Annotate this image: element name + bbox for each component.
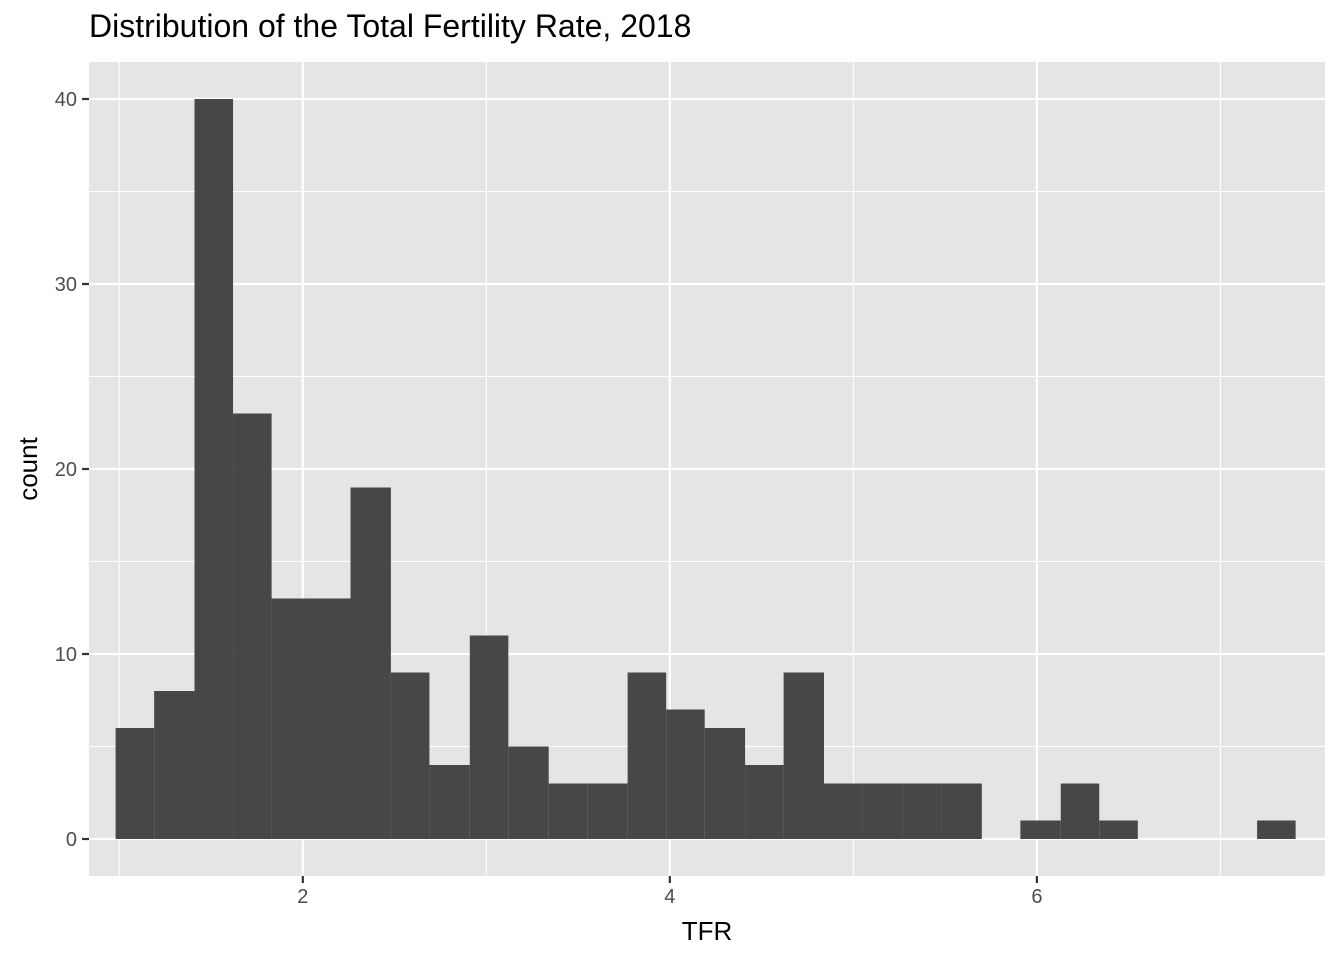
histogram-bar [783, 672, 824, 839]
x-axis-label: TFR [682, 916, 733, 946]
y-tick-label: 40 [55, 89, 77, 111]
histogram-bar [548, 783, 588, 839]
histogram-bar [469, 635, 509, 839]
histogram-bar [1020, 820, 1061, 839]
histogram-bar [704, 728, 746, 839]
x-tick-label: 2 [297, 886, 308, 908]
histogram-bar [627, 672, 667, 839]
histogram-bar [311, 598, 351, 839]
chart-title: Distribution of the Total Fertility Rate… [89, 8, 692, 44]
y-tick-label: 30 [55, 274, 77, 296]
histogram-bar [1060, 783, 1100, 839]
histogram-bar [350, 487, 391, 839]
histogram-bar [154, 691, 195, 839]
y-tick-label: 0 [66, 829, 77, 851]
histogram-bar [941, 783, 982, 839]
histogram-bar [390, 672, 430, 839]
histogram-bar [429, 765, 470, 839]
y-tick-label: 20 [55, 459, 77, 481]
histogram-bar [862, 783, 903, 839]
histogram-bar [271, 598, 312, 839]
x-tick-label: 4 [664, 886, 675, 908]
histogram-bar [194, 99, 234, 839]
histogram-bar [115, 728, 155, 839]
histogram-bar [745, 765, 784, 839]
y-tick-label: 10 [55, 644, 77, 666]
gridlines [89, 62, 1325, 876]
histogram-bar [823, 783, 863, 839]
histogram-bar [666, 709, 705, 839]
histogram-bar [233, 413, 272, 839]
y-axis-label: count [13, 436, 43, 500]
axes: 0 10 20 30 40 2 4 6 [55, 89, 1043, 908]
histogram-bars [115, 99, 1296, 839]
histogram-bar [508, 746, 549, 839]
histogram-bar [902, 783, 942, 839]
histogram-bar [587, 783, 628, 839]
x-tick-label: 6 [1031, 886, 1042, 908]
histogram-bar [1099, 820, 1138, 839]
histogram-bar [1257, 820, 1296, 839]
